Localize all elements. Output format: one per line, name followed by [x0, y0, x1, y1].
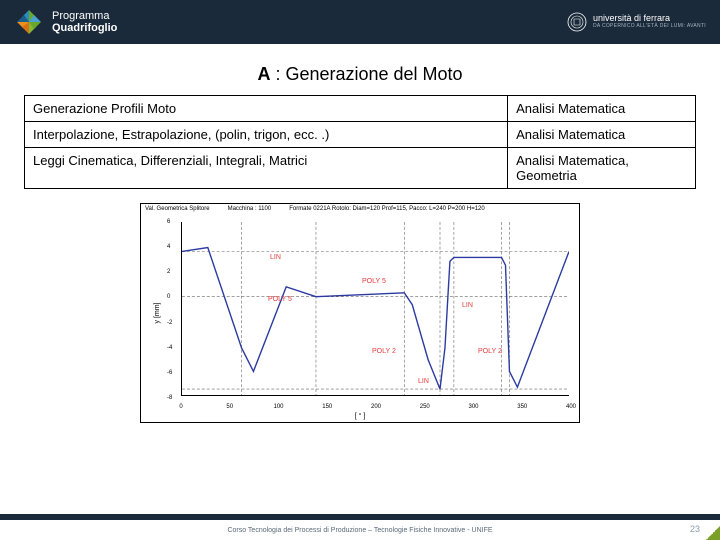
x-tick: 200 — [371, 404, 381, 410]
y-tick: -2 — [167, 320, 172, 326]
x-tick: 50 — [226, 404, 233, 410]
quadrifoglio-logo-icon — [14, 7, 44, 37]
x-tick: 400 — [566, 404, 576, 410]
chart-annotation: LIN — [418, 378, 429, 385]
y-tick: 6 — [167, 219, 170, 225]
table-cell-topic: Leggi Cinematica, Differenziali, Integra… — [25, 148, 508, 189]
chart-annotation: POLY 2 — [372, 348, 396, 355]
chart-annotation: POLY 2 — [478, 348, 502, 355]
university-sub: DA COPERNICO ALL'ETÀ DEI LUMI: AVANTI — [593, 24, 706, 30]
x-tick: 250 — [420, 404, 430, 410]
y-tick: 2 — [167, 269, 170, 275]
y-tick: -8 — [167, 395, 172, 401]
brand-line1: Programma — [52, 10, 117, 22]
y-tick: 0 — [167, 294, 170, 300]
footer-bar — [0, 514, 720, 520]
y-tick: -4 — [167, 345, 172, 351]
y-axis-label: y [mm] — [154, 303, 161, 324]
chart-annotation: LIN — [462, 302, 473, 309]
chart-caption-item: Val. Geometrica Splitore — [145, 206, 210, 212]
plot-svg — [182, 222, 569, 395]
table-cell-subject: Analisi Matematica — [508, 96, 696, 122]
footer-text: Corso Tecnologia dei Processi di Produzi… — [0, 527, 720, 534]
header-right: università di ferrara DA COPERNICO ALL'E… — [567, 12, 706, 32]
table-row: Interpolazione, Estrapolazione, (polin, … — [25, 122, 696, 148]
corner-fold-icon — [706, 526, 720, 540]
table-cell-topic: Interpolazione, Estrapolazione, (polin, … — [25, 122, 508, 148]
x-tick: 350 — [517, 404, 527, 410]
page-number: 23 — [690, 524, 700, 534]
table-cell-subject: Analisi Matematica — [508, 122, 696, 148]
chart-caption-item: Formate 0221A Rotolo: Diam=120 Prof=115,… — [289, 206, 485, 212]
x-tick: 300 — [468, 404, 478, 410]
university-seal-icon — [567, 12, 587, 32]
brand-line2: Quadrifoglio — [52, 22, 117, 34]
brand-text: Programma Quadrifoglio — [52, 10, 117, 34]
motion-profile-chart: Val. Geometrica Splitore Macchina : 1100 F… — [140, 203, 580, 423]
table-cell-subject: Analisi Matematica, Geometria — [508, 148, 696, 189]
y-tick: 4 — [167, 244, 170, 250]
x-tick: 150 — [322, 404, 332, 410]
content-area: A : Generazione del Moto Generazione Pro… — [0, 44, 720, 423]
header-bar: Programma Quadrifoglio università di fer… — [0, 0, 720, 44]
x-tick: 0 — [179, 404, 182, 410]
title-rest: : Generazione del Moto — [270, 64, 462, 84]
title-prefix: A — [257, 64, 270, 84]
table-row: Generazione Profili MotoAnalisi Matemati… — [25, 96, 696, 122]
table-row: Leggi Cinematica, Differenziali, Integra… — [25, 148, 696, 189]
chart-annotation: LIN — [270, 254, 281, 261]
x-tick: 100 — [273, 404, 283, 410]
topics-table: Generazione Profili MotoAnalisi Matemati… — [24, 95, 696, 189]
chart-annotation: POLY 5 — [268, 296, 292, 303]
chart-annotation: POLY 5 — [362, 278, 386, 285]
chart-caption-item: Macchina : 1100 — [228, 206, 272, 212]
y-tick: -6 — [167, 370, 172, 376]
table-cell-topic: Generazione Profili Moto — [25, 96, 508, 122]
page-title: A : Generazione del Moto — [24, 56, 696, 95]
chart-caption: Val. Geometrica Splitore Macchina : 1100 F… — [141, 204, 579, 214]
plot-area: LIN POLY 5 POLY 5 LIN POLY 2 POLY 2 LIN — [181, 222, 569, 396]
chart-container: Val. Geometrica Splitore Macchina : 1100 F… — [24, 203, 696, 423]
university-text: università di ferrara DA COPERNICO ALL'E… — [593, 14, 706, 29]
x-axis-label: [ ° ] — [355, 413, 366, 420]
header-left: Programma Quadrifoglio — [14, 7, 117, 37]
